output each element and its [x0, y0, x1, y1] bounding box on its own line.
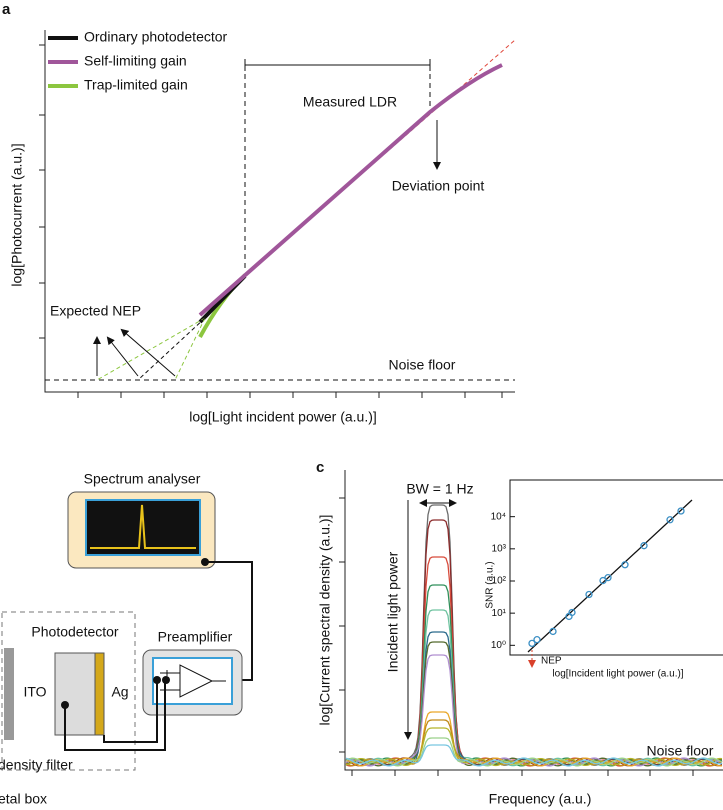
axes: [344, 470, 723, 771]
label: etal box: [0, 791, 47, 807]
panel-label: c: [316, 459, 324, 476]
label: Spectrum analyser: [84, 471, 201, 487]
inset-x-label: log[Incident light power (a.u.)]: [552, 669, 683, 680]
y-axis-label: log[Photocurrent (a.u.)]: [9, 143, 25, 286]
annotation: Noise floor: [389, 357, 456, 373]
x-axis-label: Frequency (a.u.): [489, 791, 592, 807]
point: [568, 608, 576, 617]
connector: [162, 676, 170, 684]
arrow: [120, 328, 176, 377]
y-tick-label: 10¹: [492, 608, 507, 619]
label: Preamplifier: [158, 629, 233, 645]
panel-b: Spectrum analyser Preamplifier Photodete…: [0, 471, 253, 807]
point: [604, 574, 612, 582]
extrapolation: [96, 317, 206, 381]
label: density filter: [0, 757, 73, 773]
opamp-symbol: [160, 664, 226, 698]
point: [677, 507, 685, 515]
legend-label: Ordinary photodetector: [84, 29, 228, 45]
legend-label: Trap-limited gain: [84, 77, 188, 93]
y-tick-label: 10⁰: [491, 640, 506, 651]
annotation: BW = 1 Hz: [406, 481, 473, 497]
ticks: [339, 497, 694, 776]
metal-box: [1, 611, 136, 771]
annotation: Expected NEP: [50, 303, 141, 319]
ldr-bounds: [244, 65, 431, 270]
panel-c: c BW = 1 Hz Incident light power Noise f…: [316, 459, 723, 807]
y-axis-label: log[Current spectral density (a.u.)]: [317, 515, 333, 726]
panel-label: a: [2, 1, 11, 18]
label: Ag: [111, 684, 128, 700]
ldr-bracket: [244, 59, 431, 71]
annotation: Incident light power: [385, 551, 401, 672]
wire: [205, 561, 253, 681]
connector: [153, 676, 161, 684]
connector: [201, 558, 209, 566]
y-tick-label: 10⁴: [491, 511, 506, 522]
extrapolation: [137, 317, 206, 381]
arrow: [106, 336, 139, 377]
annotation: Noise floor: [647, 743, 714, 759]
ticks: [39, 44, 503, 398]
y-tick-label: 10³: [492, 543, 507, 554]
point: [585, 590, 593, 599]
spectra: [345, 504, 723, 767]
connector: [61, 701, 69, 709]
x-axis-label: log[Light incident power (a.u.)]: [189, 409, 377, 425]
label: Photodetector: [31, 624, 119, 640]
wire: [64, 680, 166, 751]
inset-frame: [509, 479, 723, 656]
axes: [44, 30, 515, 393]
label: ITO: [23, 684, 46, 700]
spectrum: [345, 727, 723, 767]
spectrum-trace: [90, 504, 196, 549]
point: [549, 627, 557, 636]
point: [528, 639, 536, 648]
y-tick-label: 10²: [492, 576, 507, 587]
annotation: Measured LDR: [303, 94, 397, 110]
spectrum: [345, 744, 723, 767]
self-limiting-curve: [198, 63, 503, 317]
annotation: Deviation point: [392, 178, 485, 194]
panel-a: a Ordinary photodetector Self-limiting g…: [2, 1, 516, 425]
legend-label: Self-limiting gain: [84, 53, 187, 69]
spectrum: [345, 719, 723, 767]
ag-layer: [94, 652, 105, 736]
point: [533, 636, 541, 644]
inset-y-label: SNR (a.u.): [485, 561, 496, 608]
point: [621, 561, 629, 569]
ito-layer: [54, 652, 96, 736]
point: [666, 516, 674, 524]
point: [640, 542, 648, 550]
nep-label: NEP: [541, 656, 562, 667]
filter: [4, 648, 14, 740]
